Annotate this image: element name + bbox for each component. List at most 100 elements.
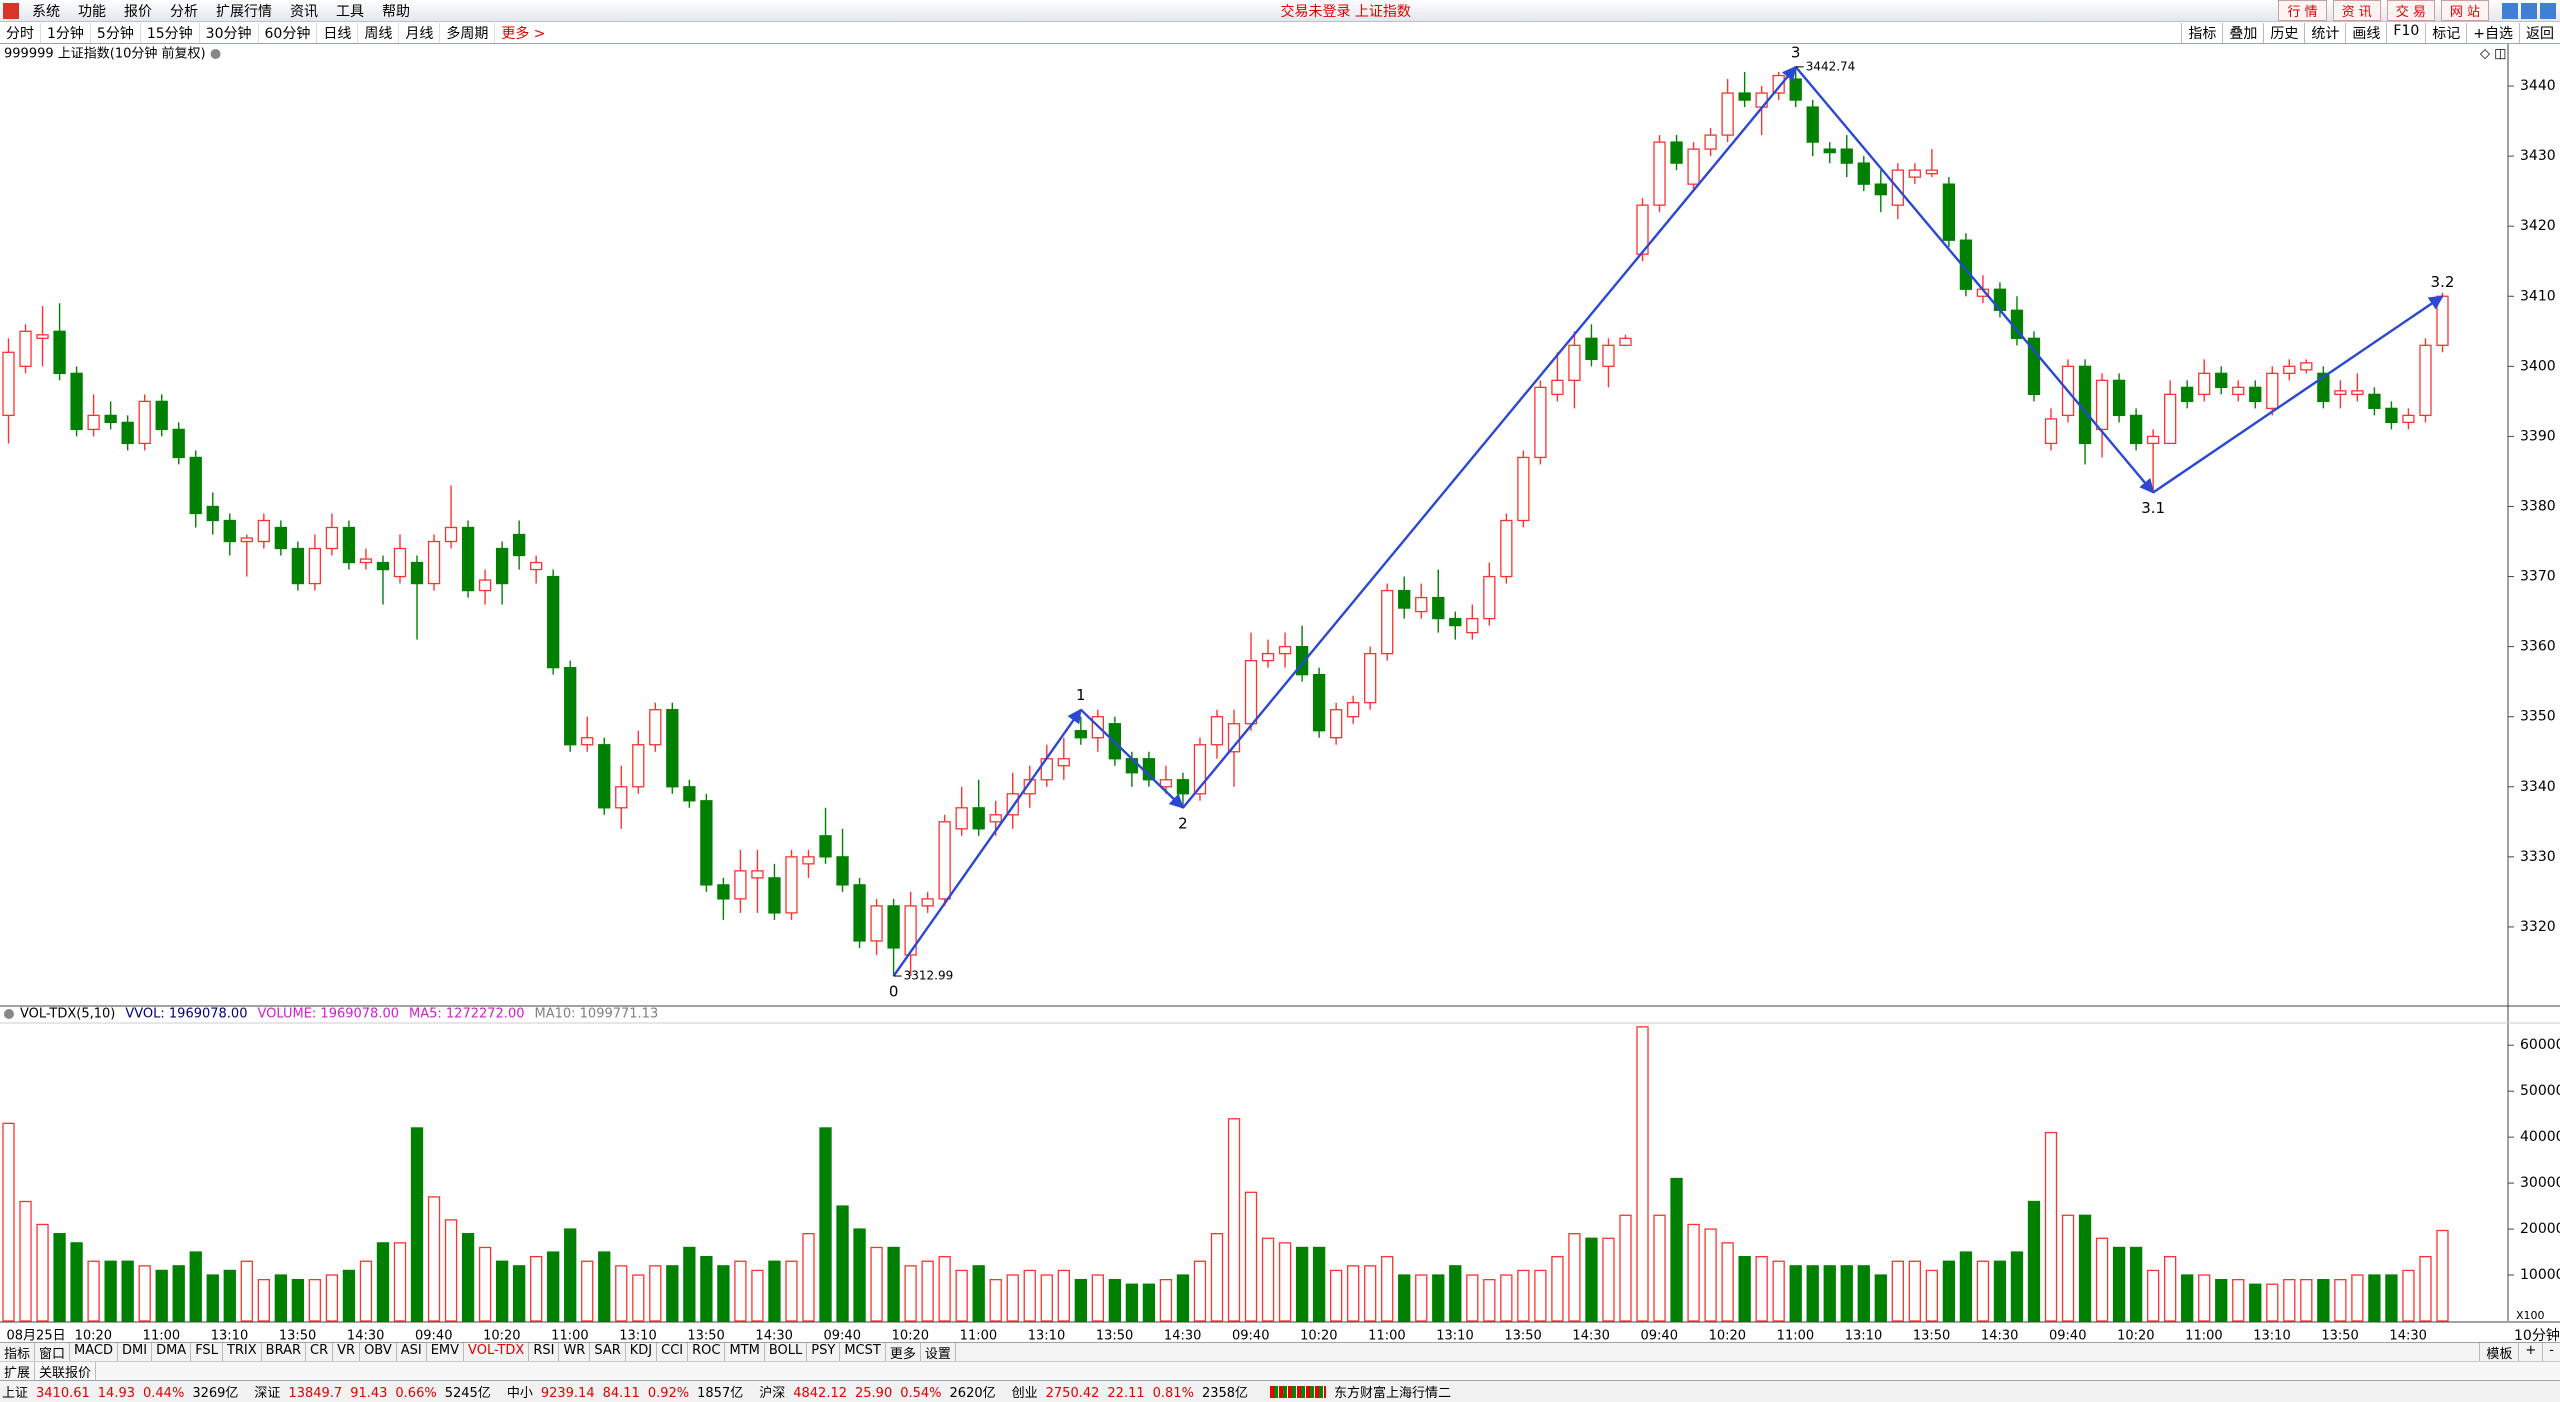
y-tick-label: 20000 <box>2520 1221 2560 1237</box>
sub-tab[interactable]: 关联报价 <box>35 1361 97 1381</box>
tool-button[interactable]: 返回 <box>2519 22 2560 43</box>
indicator-tab[interactable]: MACD <box>70 1342 118 1362</box>
template-button[interactable]: 模板 <box>2479 1342 2518 1362</box>
x-tick-label: 11:00 <box>1368 1329 1405 1343</box>
tool-button[interactable]: 统计 <box>2304 22 2345 43</box>
indicator-tab[interactable]: 设置 <box>921 1342 956 1362</box>
index-quote[interactable]: 创业 2750.42 22.11 0.81% 2358亿 <box>1012 1382 1248 1401</box>
y-tick-label: 3350 <box>2520 709 2556 725</box>
menu-button[interactable]: 交 易 <box>2386 0 2435 21</box>
period-button[interactable]: 日线 <box>317 22 359 43</box>
volume-bar <box>1891 1260 1904 1322</box>
indicator-tab[interactable]: ROC <box>688 1342 726 1362</box>
menu-item[interactable]: 扩展行情 <box>216 3 272 20</box>
y-tick-label: 3410 <box>2520 288 2556 304</box>
indicator-tab[interactable]: SAR <box>590 1342 626 1362</box>
indicator-tab[interactable]: 更多 <box>886 1342 921 1362</box>
menu-item[interactable]: 分析 <box>170 3 198 20</box>
menu-button[interactable]: 网 站 <box>2440 0 2489 21</box>
menu-item[interactable]: 功能 <box>78 3 106 20</box>
tool-button[interactable]: 标记 <box>2425 22 2466 43</box>
wave-label: 1 <box>1076 686 1086 704</box>
volume-bar <box>1210 1233 1224 1322</box>
volume-bar <box>274 1274 287 1322</box>
x-tick-label: 11:00 <box>960 1329 997 1343</box>
indicator-tab[interactable]: CCI <box>657 1342 689 1362</box>
index-quote[interactable]: 深证 13849.7 91.43 0.66% 5245亿 <box>254 1382 490 1401</box>
feed-icon <box>1270 1385 1327 1398</box>
index-amount: 3269亿 <box>192 1386 239 1401</box>
candle-body <box>768 877 781 914</box>
tool-button[interactable]: +自选 <box>2466 22 2519 43</box>
tool-button[interactable]: 叠加 <box>2222 22 2263 43</box>
candle-body <box>376 561 390 571</box>
period-button[interactable]: 30分钟 <box>200 22 259 43</box>
candle-body <box>1398 589 1411 609</box>
tool-button[interactable]: 历史 <box>2263 22 2304 43</box>
indicator-tab[interactable]: RSI <box>529 1342 560 1362</box>
menu-item[interactable]: 系统 <box>32 3 60 20</box>
menu-button[interactable]: 行 情 <box>2278 0 2327 21</box>
period-button[interactable]: 周线 <box>358 22 400 43</box>
tool-button[interactable]: 指标 <box>2181 22 2222 43</box>
tool-button[interactable]: F10 <box>2386 22 2425 43</box>
index-quote[interactable]: 上证 3410.61 14.93 0.44% 3269亿 <box>2 1382 238 1401</box>
index-quote[interactable]: 沪深 4842.12 25.90 0.54% 2620亿 <box>759 1382 995 1401</box>
indicator-tab[interactable]: EMV <box>427 1342 465 1362</box>
sub-tab[interactable]: 扩展 <box>0 1361 36 1381</box>
menu-item[interactable]: 工具 <box>336 3 364 20</box>
indicator-tab[interactable]: OBV <box>360 1342 397 1362</box>
index-amount: 2358亿 <box>1201 1386 1249 1401</box>
template-button[interactable]: - <box>2542 1342 2560 1362</box>
indicator-tab[interactable]: 指标 <box>0 1342 36 1362</box>
indicator-tab[interactable]: VOL-TDX <box>464 1342 530 1362</box>
indicator-tab[interactable]: MCST <box>840 1342 886 1362</box>
indicator-tab[interactable]: 窗口 <box>35 1342 71 1362</box>
volume-bar <box>2419 1256 2432 1322</box>
indicator-tab[interactable]: KDJ <box>626 1342 658 1362</box>
indicator-tab[interactable]: TRIX <box>223 1342 262 1362</box>
unit-label: X100 <box>2516 1309 2545 1322</box>
indicator-tab[interactable]: FSL <box>191 1342 223 1362</box>
period-button[interactable]: 月线 <box>399 22 441 43</box>
menu-item[interactable]: 资讯 <box>290 3 318 20</box>
indicator-tab[interactable]: PSY <box>807 1342 841 1362</box>
minimize-button[interactable] <box>2502 2 2518 19</box>
indicator-tab[interactable]: WR <box>559 1342 591 1362</box>
maximize-button[interactable] <box>2521 2 2537 19</box>
template-button[interactable]: + <box>2518 1342 2542 1362</box>
indicator-tabs: 指标 窗口 MACD DMI DMA FSL TRIX BRAR CR VR OBV ASI EMV VO… <box>0 1342 2560 1362</box>
indicator-tab[interactable]: DMA <box>152 1342 192 1362</box>
more-button[interactable]: 更多 > <box>501 25 546 42</box>
indicator-tab[interactable]: DMI <box>118 1342 153 1362</box>
indicator-tab[interactable]: MTM <box>725 1342 765 1362</box>
indicator-tab[interactable]: ASI <box>397 1342 427 1362</box>
index-pct: 0.81% <box>1152 1386 1194 1401</box>
candle-body <box>2095 379 2109 431</box>
candle-body <box>1687 148 1700 185</box>
candle-body <box>2181 386 2194 403</box>
chart-icons[interactable]: ◇ ◫ <box>2480 47 2506 62</box>
more-label[interactable]: 更多 <box>501 25 530 42</box>
indicator-tab[interactable]: BRAR <box>262 1342 307 1362</box>
period-button[interactable]: 分时 <box>0 22 41 43</box>
menu-button[interactable]: 资 讯 <box>2332 0 2381 21</box>
indicator-tab[interactable]: CR <box>306 1342 334 1362</box>
candle-body <box>444 526 458 543</box>
menu-item[interactable]: 帮助 <box>382 3 410 20</box>
candle-body <box>1738 92 1751 101</box>
indicator-tab[interactable]: VR <box>333 1342 361 1362</box>
period-button[interactable]: 1分钟 <box>41 22 91 43</box>
period-button[interactable]: 60分钟 <box>259 22 318 43</box>
candle-body <box>2402 414 2415 424</box>
window-title: 交易未登录 上证指数 <box>1280 3 1411 20</box>
index-quote[interactable]: 中小 9239.14 84.11 0.92% 1857亿 <box>507 1382 743 1401</box>
period-button[interactable]: 多周期 <box>440 22 496 43</box>
menu-item[interactable]: 报价 <box>124 3 152 20</box>
period-button[interactable]: 5分钟 <box>91 22 141 43</box>
tool-button[interactable]: 画线 <box>2345 22 2386 43</box>
indicator-tab[interactable]: BOLL <box>765 1342 808 1362</box>
close-button[interactable] <box>2540 2 2556 19</box>
volume-bar <box>1449 1265 1462 1322</box>
period-button[interactable]: 15分钟 <box>141 22 200 43</box>
